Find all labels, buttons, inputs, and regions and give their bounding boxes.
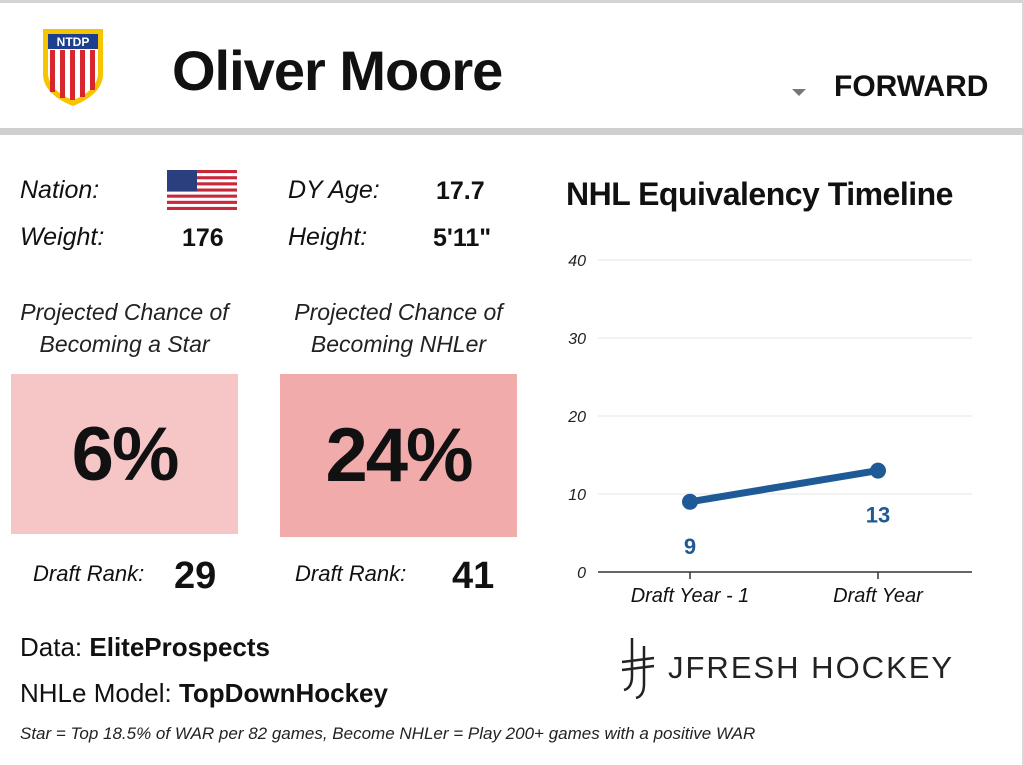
y-tick-label: 20: [567, 409, 586, 426]
chevron-down-icon[interactable]: [792, 88, 806, 96]
star-rank-label: Draft Rank:: [33, 561, 145, 586]
nhle-timeline-chart: 0 10 20 30 40 Draft Year - 1 Draft Year 9 13: [567, 253, 972, 607]
chart-title: NHL Equivalency Timeline: [566, 176, 953, 212]
model-credit-label: NHLe Model:: [20, 678, 179, 708]
weight-value: 176: [182, 224, 224, 252]
nhler-title-line1: Projected Chance of: [294, 299, 503, 325]
data-label: 13: [866, 503, 890, 528]
star-title-line1: Projected Chance of: [20, 299, 229, 325]
y-tick-label: 40: [568, 253, 586, 270]
star-chance-value: 6%: [71, 411, 180, 497]
model-credit-source: TopDownHockey: [178, 678, 388, 708]
age-label: DY Age:: [288, 176, 380, 204]
top-border: [0, 0, 1024, 3]
star-title-line2: Becoming a Star: [39, 331, 210, 357]
jfresh-brand: JFRESH HOCKEY: [620, 636, 954, 700]
position-dropdown[interactable]: FORWARD: [792, 70, 988, 104]
star-rank-value: 29: [174, 555, 217, 597]
nhler-title-line2: Becoming NHLer: [310, 331, 487, 357]
nhler-rank-value: 41: [452, 555, 495, 597]
header-divider: [0, 128, 1024, 135]
data-point: [682, 493, 698, 510]
nhler-projection-title: Projected Chance of Becoming NHLer: [280, 296, 517, 360]
ntdp-logo: NTDP: [43, 29, 103, 106]
y-tick-label: 0: [577, 565, 586, 582]
x-tick-label: Draft Year - 1: [631, 585, 750, 607]
weight-label: Weight:: [20, 223, 105, 251]
height-label: Height:: [288, 223, 368, 251]
x-tick-label: Draft Year: [833, 585, 924, 607]
data-label: 9: [684, 534, 696, 559]
y-tick-label: 30: [568, 331, 586, 348]
logo-text: NTDP: [57, 35, 90, 49]
nhler-chance-box: 24%: [280, 374, 517, 537]
us-flag-icon: [167, 170, 237, 210]
hockey-stick-logo-icon: [621, 638, 655, 700]
data-point: [870, 462, 886, 479]
age-value: 17.7: [436, 177, 485, 205]
position-value: FORWARD: [834, 70, 989, 103]
nation-label: Nation:: [20, 176, 100, 204]
brand-text: JFRESH HOCKEY: [668, 650, 955, 685]
model-credit: NHLe Model: TopDownHockey: [20, 678, 388, 709]
definition-footnote: Star = Top 18.5% of WAR per 82 games, Be…: [20, 724, 756, 743]
data-credit-source: EliteProspects: [89, 632, 271, 662]
series-line: [686, 467, 882, 506]
right-border: [1022, 0, 1024, 765]
nhler-rank-label: Draft Rank:: [295, 561, 407, 586]
nhler-chance-value: 24%: [325, 413, 473, 498]
height-value: 5'11": [433, 224, 492, 252]
player-name: Oliver Moore: [172, 39, 503, 102]
star-chance-box: 6%: [11, 374, 238, 534]
data-credit-label: Data:: [20, 632, 90, 662]
y-tick-label: 10: [568, 487, 586, 504]
data-credit: Data: EliteProspects: [20, 632, 270, 663]
star-projection-title: Projected Chance of Becoming a Star: [11, 296, 238, 360]
